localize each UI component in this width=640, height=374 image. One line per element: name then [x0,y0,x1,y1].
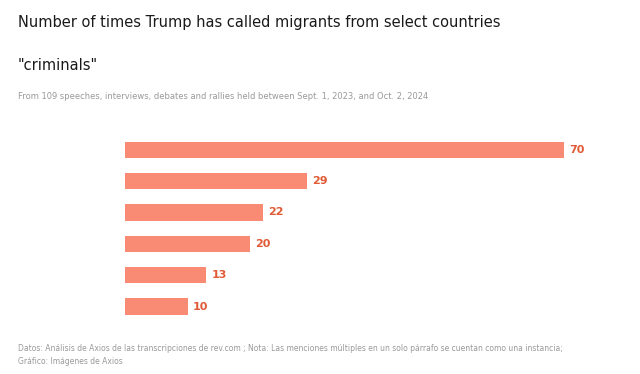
Bar [125,267,206,283]
Text: 22: 22 [268,208,284,217]
Text: 10: 10 [193,301,208,312]
Bar [125,236,250,252]
Text: Datos: Análisis de Axios de las transcripciones de rev.com ; Nota: Las menciones: Datos: Análisis de Axios de las transcri… [18,344,563,353]
Bar [125,173,307,189]
Text: Gráfico: Imágenes de Axios: Gráfico: Imágenes de Axios [18,357,123,366]
Bar [125,204,263,221]
Text: "criminals": "criminals" [18,58,98,73]
Bar [125,142,564,158]
Text: 13: 13 [211,270,227,280]
Bar [125,298,188,315]
Text: 20: 20 [255,239,271,249]
Text: 29: 29 [312,176,328,186]
Text: From 109 speeches, interviews, debates and rallies held between Sept. 1, 2023, a: From 109 speeches, interviews, debates a… [18,92,428,101]
Text: 70: 70 [569,145,584,155]
Text: Number of times Trump has called migrants from select countries: Number of times Trump has called migrant… [18,15,500,30]
